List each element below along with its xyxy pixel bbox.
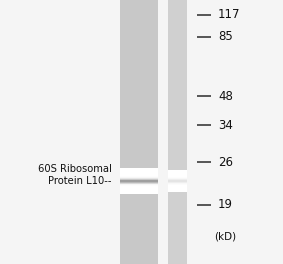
Text: (kD): (kD) — [214, 231, 236, 241]
Text: 26: 26 — [218, 156, 233, 169]
Text: Protein L10--: Protein L10-- — [48, 176, 112, 186]
Bar — [120, 0, 158, 264]
Text: 19: 19 — [218, 198, 233, 211]
Text: 85: 85 — [218, 30, 233, 44]
Text: 60S Ribosomal: 60S Ribosomal — [38, 164, 112, 174]
Text: 117: 117 — [218, 8, 241, 21]
Bar — [168, 0, 187, 264]
Text: 48: 48 — [218, 90, 233, 103]
Text: 34: 34 — [218, 119, 233, 132]
